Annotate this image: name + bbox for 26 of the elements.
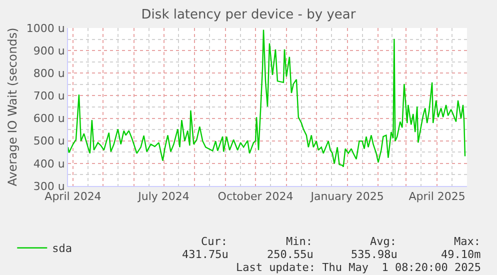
chart-title: Disk latency per device - by year xyxy=(141,8,356,23)
x-tick-label: April 2024 xyxy=(44,190,102,204)
text: Last update: Thu May 1 08:20:00 2025 xyxy=(236,261,482,274)
text: 250.55u xyxy=(267,248,314,261)
line-series xyxy=(68,29,466,168)
text: Cur: xyxy=(201,235,228,248)
x-tick-label: April 2025 xyxy=(408,190,466,204)
legend-label: sda xyxy=(52,242,72,256)
y-tick-label: 1000 u xyxy=(26,22,65,35)
y-tick-label: 700 u xyxy=(33,90,65,103)
y-tick-label: 300 u xyxy=(33,180,65,193)
text: Max: xyxy=(454,235,480,248)
text: 49.10m xyxy=(441,248,482,261)
y-tick-label: 800 u xyxy=(33,66,65,80)
text: 431.75u xyxy=(182,248,228,261)
x-tick-label: July 2024 xyxy=(137,190,190,204)
y-tick-label: 400 u xyxy=(33,157,65,170)
text: 535.98u xyxy=(351,248,398,261)
x-tick-label: October 2024 xyxy=(218,190,294,204)
text: Avg: xyxy=(370,235,396,248)
y-tick-label: 600 u xyxy=(33,112,65,126)
y-tick-label: 900 u xyxy=(33,44,65,58)
x-tick-label: January 2025 xyxy=(310,190,384,204)
y-axis-title: Average IO Wait (seconds) xyxy=(6,28,20,186)
y-tick-label: 500 u xyxy=(33,134,65,148)
text: Min: xyxy=(286,235,312,248)
